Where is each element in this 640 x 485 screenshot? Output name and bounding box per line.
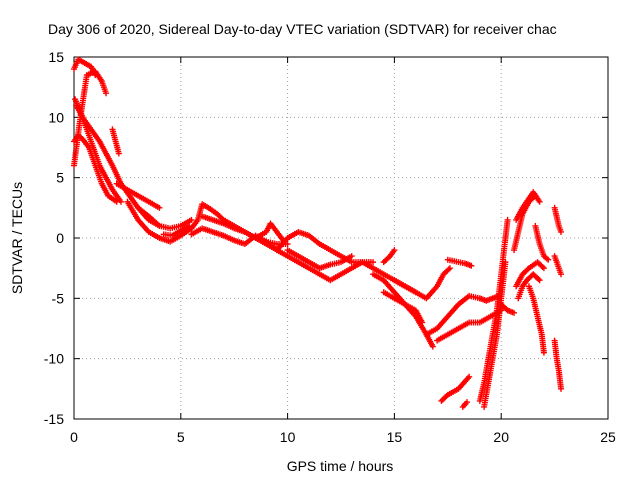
data-point (539, 263, 546, 270)
data-point (464, 399, 471, 406)
data-point (540, 265, 547, 272)
x-tick-label: 15 (387, 429, 403, 445)
y-tick-label: -5 (52, 290, 65, 306)
data-point (558, 385, 565, 392)
axes-layer: 0 5 10 15 20 25 -15 -10 -5 0 5 10 15 (44, 49, 616, 445)
series-track-2 (71, 56, 99, 79)
grid-layer (74, 57, 608, 419)
series-track-17 (380, 289, 426, 326)
series-track-28 (498, 301, 518, 316)
series-track-23 (438, 373, 473, 404)
data-point (540, 349, 547, 356)
data-point (284, 241, 291, 248)
series-track-4 (71, 132, 120, 205)
data-point (113, 198, 120, 205)
series-track-6 (109, 126, 122, 157)
series-track-27 (476, 292, 503, 304)
data-point (466, 373, 473, 380)
data-point (391, 247, 398, 254)
data-point (535, 276, 542, 283)
data-point (429, 343, 436, 350)
data-point (536, 198, 543, 205)
series-track-33 (525, 283, 547, 356)
chart-title: Day 306 of 2020, Sidereal Day-to-day VTE… (48, 21, 557, 37)
series-track-34 (532, 222, 552, 263)
data-point (468, 262, 475, 269)
x-tick-label: 25 (600, 429, 616, 445)
data-point (115, 150, 122, 157)
data-point (545, 256, 552, 263)
y-tick-label: 5 (56, 170, 64, 186)
y-tick-label: 0 (56, 230, 64, 246)
series-track-18 (380, 247, 398, 266)
x-tick-label: 10 (280, 429, 296, 445)
data-point (92, 72, 99, 79)
x-tick-label: 20 (493, 429, 509, 445)
data-point (370, 259, 377, 266)
series-track-1 (71, 68, 110, 169)
y-axis-label: SDTVAR / TECUs (9, 182, 25, 294)
series-track-32 (515, 271, 543, 302)
data-point (348, 253, 355, 260)
data-point (558, 228, 565, 235)
series-track-7 (113, 180, 163, 211)
series-track-26 (481, 259, 509, 410)
series-track-30 (513, 259, 547, 290)
y-tick-label: -15 (44, 411, 64, 427)
data-point (156, 204, 163, 211)
data-point (419, 319, 426, 326)
data-point (443, 393, 450, 400)
series-track-19 (391, 265, 453, 302)
x-tick-label: 5 (177, 429, 185, 445)
series-track-22 (434, 307, 505, 344)
series-track-31 (513, 189, 543, 223)
data-point (558, 271, 565, 278)
x-axis-label: GPS time / hours (287, 458, 394, 474)
series-track-9 (135, 204, 195, 232)
y-tick-label: -10 (44, 351, 64, 367)
y-tick-label: 10 (48, 109, 64, 125)
data-point (536, 277, 543, 284)
data-point (511, 309, 518, 316)
x-tick-label: 0 (70, 429, 78, 445)
data-point (496, 292, 503, 299)
series-track-11 (188, 201, 287, 244)
y-tick-label: 15 (48, 49, 64, 65)
data-point (188, 216, 195, 223)
series-track-37 (551, 337, 565, 392)
data-points (71, 56, 565, 410)
data-point (446, 265, 453, 272)
data-point (103, 90, 110, 97)
series-track-15 (284, 247, 355, 272)
series-track-5 (73, 102, 163, 229)
data-point (504, 216, 511, 223)
series-track-35 (551, 204, 565, 235)
series-track-20 (444, 256, 475, 269)
series-track-24 (459, 399, 471, 410)
data-point (502, 259, 509, 266)
series-track-14 (263, 228, 377, 266)
series-track-10 (160, 222, 193, 239)
data-point (445, 266, 452, 273)
series-track-36 (551, 253, 565, 278)
